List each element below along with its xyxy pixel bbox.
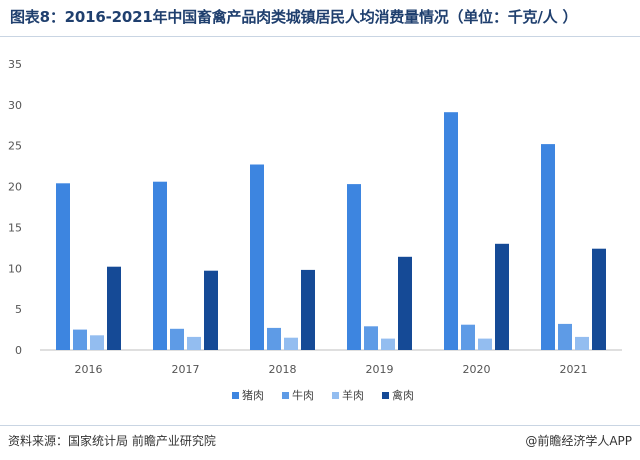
bar-2016-牛肉 (73, 329, 87, 350)
bar-2021-猪肉 (541, 144, 555, 350)
legend-label-羊肉: 羊肉 (342, 388, 364, 402)
source-note: 资料来源：国家统计局 前瞻产业研究院 (8, 434, 216, 448)
legend-swatch-猪肉 (232, 392, 239, 399)
legend-swatch-禽肉 (382, 392, 389, 399)
bar-2020-牛肉 (461, 324, 475, 350)
legend-swatch-牛肉 (282, 392, 289, 399)
y-tick-label-30: 30 (8, 99, 22, 112)
x-axis-ticks: 2016 2017 2018 2019 2020 2021 (75, 363, 588, 376)
bar-2019-猪肉 (347, 184, 361, 350)
y-tick-label-35: 35 (8, 58, 22, 71)
bar-2017-猪肉 (153, 181, 167, 350)
bar-2021-羊肉 (575, 336, 589, 350)
bar-2016-禽肉 (107, 266, 121, 350)
bar-2017-羊肉 (187, 336, 201, 350)
bar-2020-羊肉 (478, 338, 492, 350)
footer-divider (0, 425, 640, 426)
bar-2019-禽肉 (398, 256, 412, 350)
x-tick-label-2017: 2017 (172, 363, 200, 376)
chart-title: 图表8：2016-2021年中国畜禽产品肉类城镇居民人均消费量情况（单位：千克/… (10, 8, 578, 26)
title-divider (0, 36, 640, 37)
bar-2016-羊肉 (90, 335, 104, 350)
bar-2020-猪肉 (444, 112, 458, 350)
y-tick-label-15: 15 (8, 221, 22, 234)
bar-2019-羊肉 (381, 338, 395, 350)
legend-label-牛肉: 牛肉 (292, 388, 314, 402)
x-tick-label-2021: 2021 (560, 363, 588, 376)
legend: 猪肉 牛肉 羊肉 禽肉 (232, 388, 414, 402)
legend-label-猪肉: 猪肉 (242, 389, 264, 402)
bar-2021-牛肉 (558, 323, 572, 350)
bar-2018-牛肉 (267, 327, 281, 350)
bar-2016-猪肉 (56, 183, 70, 350)
bar-2021-禽肉 (592, 248, 606, 350)
bar-series (56, 112, 606, 350)
legend-label-禽肉: 禽肉 (392, 388, 414, 402)
bar-2018-禽肉 (301, 269, 315, 350)
y-tick-label-0: 0 (15, 344, 22, 357)
y-tick-label-25: 25 (8, 140, 22, 153)
bar-2020-禽肉 (495, 243, 509, 350)
y-tick-label-20: 20 (8, 181, 22, 194)
bar-2018-羊肉 (284, 337, 298, 350)
x-tick-label-2016: 2016 (75, 363, 103, 376)
bar-2017-牛肉 (170, 328, 184, 350)
x-tick-label-2018: 2018 (269, 363, 297, 376)
y-tick-label-5: 5 (15, 303, 22, 316)
x-tick-label-2020: 2020 (463, 363, 491, 376)
x-tick-label-2019: 2019 (366, 363, 394, 376)
credit-note: @前瞻经济学人APP (525, 434, 632, 448)
bar-2017-禽肉 (204, 270, 218, 350)
bar-2019-牛肉 (364, 326, 378, 350)
legend-swatch-羊肉 (332, 392, 339, 399)
bar-2018-猪肉 (250, 164, 264, 350)
y-axis-ticks: 0 5 10 15 20 25 30 35 (8, 58, 22, 357)
y-tick-label-10: 10 (8, 262, 22, 275)
